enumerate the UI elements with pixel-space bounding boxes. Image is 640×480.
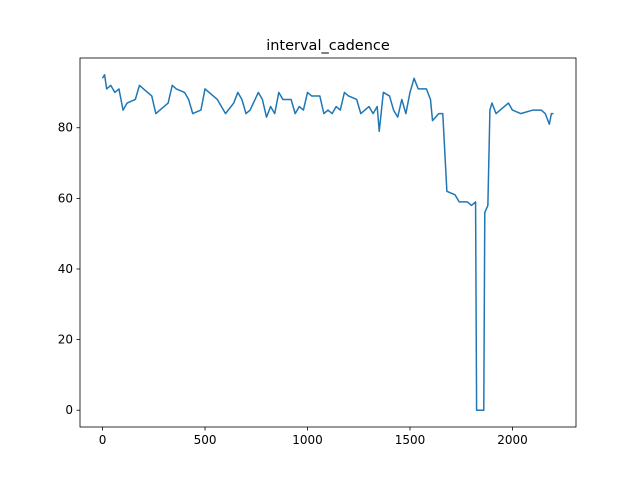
plot-frame — [79, 57, 577, 428]
x-tick-label: 500 — [194, 433, 217, 447]
y-tick-label: 80 — [58, 121, 73, 135]
y-tick-label: 60 — [58, 191, 73, 205]
y-tick-label: 0 — [65, 403, 73, 417]
x-tick-label: 1500 — [395, 433, 426, 447]
data-line — [101, 74, 554, 411]
y-tick-label: 40 — [58, 262, 73, 276]
chart-title: interval_cadence — [266, 38, 390, 54]
x-tick-label: 2000 — [497, 433, 528, 447]
x-tick-label: 1000 — [292, 433, 323, 447]
x-tick-label: 0 — [99, 433, 107, 447]
y-tick-label: 20 — [58, 333, 73, 347]
